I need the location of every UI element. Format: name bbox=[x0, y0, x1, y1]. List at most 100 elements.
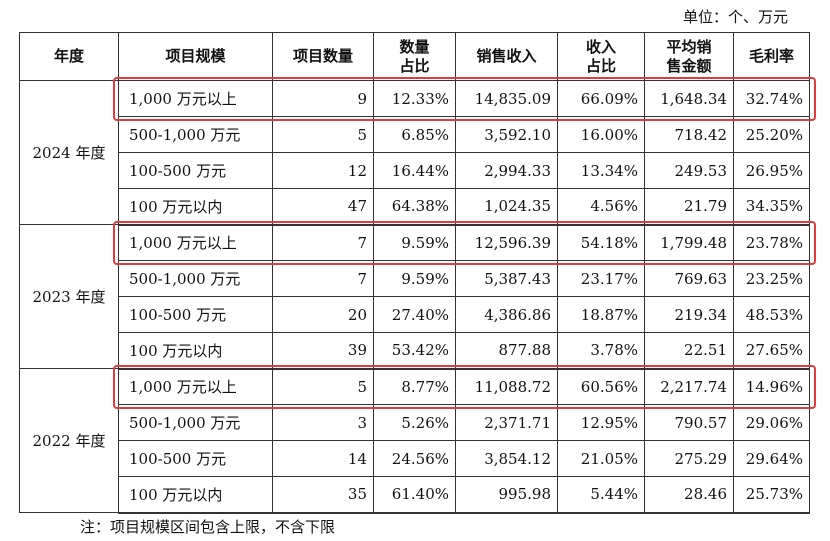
revenue-share-cell: 4.56% bbox=[557, 188, 645, 226]
scale-cell: 1,000 万元以上 bbox=[118, 224, 273, 261]
scale-cell: 500-1,000 万元 bbox=[118, 116, 273, 153]
table-header-row: 年度 项目规模 项目数量 数量 占比 销售收入 收入 占比 平均销 售金额 毛利… bbox=[19, 32, 810, 81]
table-row: 100 万元以内 39 53.42% 877.88 3.78% 22.51 27.65% bbox=[20, 332, 810, 370]
margin-cell: 29.06% bbox=[733, 404, 810, 441]
avg-cell: 275.29 bbox=[644, 440, 734, 477]
scale-cell: 100-500 万元 bbox=[118, 152, 273, 189]
count-share-cell: 16.44% bbox=[373, 152, 456, 189]
avg-cell: 790.57 bbox=[644, 404, 734, 441]
year-cell: 2023 年度 bbox=[19, 224, 119, 369]
header-revenue-share: 收入 占比 bbox=[557, 32, 645, 81]
project-scale-table: 年度 项目规模 项目数量 数量 占比 销售收入 收入 占比 平均销 售金额 毛利… bbox=[19, 32, 810, 514]
count-cell: 3 bbox=[272, 404, 374, 441]
revenue-share-cell: 16.00% bbox=[557, 116, 645, 153]
scale-cell: 100 万元以内 bbox=[118, 332, 273, 370]
count-share-cell: 53.42% bbox=[373, 332, 456, 370]
revenue-share-cell: 18.87% bbox=[557, 296, 645, 333]
count-share-cell: 8.77% bbox=[373, 368, 456, 405]
count-cell: 47 bbox=[272, 188, 374, 226]
revenue-cell: 12,596.39 bbox=[455, 224, 558, 261]
table-row: 500-1,000 万元 3 5.26% 2,371.71 12.95% 790.57 29… bbox=[20, 404, 810, 441]
scale-cell: 500-1,000 万元 bbox=[118, 260, 273, 297]
table-row: 2023 年度 1,000 万元以上 7 9.59% 12,596.39 54.18% 1,… bbox=[19, 224, 810, 369]
revenue-share-cell: 3.78% bbox=[557, 332, 645, 370]
scale-cell: 100 万元以内 bbox=[118, 188, 273, 226]
table-row: 2022 年度 1,000 万元以上 5 8.77% 11,088.72 60.56% 2,… bbox=[19, 368, 810, 513]
avg-cell: 718.42 bbox=[644, 116, 734, 153]
margin-cell: 23.78% bbox=[733, 224, 810, 261]
margin-cell: 14.96% bbox=[733, 368, 810, 405]
avg-cell: 21.79 bbox=[644, 188, 734, 226]
avg-cell: 769.63 bbox=[644, 260, 734, 297]
header-year: 年度 bbox=[19, 32, 119, 81]
avg-cell: 22.51 bbox=[644, 332, 734, 370]
scale-cell: 100-500 万元 bbox=[118, 296, 273, 333]
revenue-cell: 877.88 bbox=[455, 332, 558, 370]
table-row: 100-500 万元 20 27.40% 4,386.86 18.87% 219.34 48… bbox=[20, 296, 810, 333]
table-row: 100-500 万元 12 16.44% 2,994.33 13.34% 249.53 26… bbox=[20, 152, 810, 189]
count-cell: 39 bbox=[272, 332, 374, 370]
header-count-share: 数量 占比 bbox=[373, 32, 456, 81]
margin-cell: 32.74% bbox=[733, 80, 810, 117]
footnote: 注：项目规模区间包含上限，不含下限 bbox=[80, 518, 336, 536]
count-share-cell: 6.85% bbox=[373, 116, 456, 153]
scale-cell: 1,000 万元以上 bbox=[118, 368, 273, 405]
count-share-cell: 61.40% bbox=[373, 476, 456, 514]
table-row: 100-500 万元 14 24.56% 3,854.12 21.05% 275.29 29… bbox=[20, 440, 810, 477]
table-row: 500-1,000 万元 5 6.85% 3,592.10 16.00% 718.42 25… bbox=[20, 116, 810, 153]
scale-cell: 100-500 万元 bbox=[118, 440, 273, 477]
margin-cell: 23.25% bbox=[733, 260, 810, 297]
revenue-cell: 2,994.33 bbox=[455, 152, 558, 189]
revenue-cell: 11,088.72 bbox=[455, 368, 558, 405]
avg-cell: 2,217.74 bbox=[644, 368, 734, 405]
count-cell: 20 bbox=[272, 296, 374, 333]
revenue-share-cell: 60.56% bbox=[557, 368, 645, 405]
margin-cell: 25.73% bbox=[733, 476, 810, 514]
avg-cell: 219.34 bbox=[644, 296, 734, 333]
revenue-share-cell: 54.18% bbox=[557, 224, 645, 261]
revenue-cell: 1,024.35 bbox=[455, 188, 558, 226]
revenue-share-cell: 5.44% bbox=[557, 476, 645, 514]
margin-cell: 29.64% bbox=[733, 440, 810, 477]
revenue-share-cell: 13.34% bbox=[557, 152, 645, 189]
count-cell: 35 bbox=[272, 476, 374, 514]
table-row: 100 万元以内 47 64.38% 1,024.35 4.56% 21.79 34.35% bbox=[20, 188, 810, 226]
revenue-share-cell: 66.09% bbox=[557, 80, 645, 117]
header-count: 项目数量 bbox=[272, 32, 374, 81]
avg-cell: 1,648.34 bbox=[644, 80, 734, 117]
revenue-share-cell: 23.17% bbox=[557, 260, 645, 297]
margin-cell: 26.95% bbox=[733, 152, 810, 189]
count-share-cell: 64.38% bbox=[373, 188, 456, 226]
margin-cell: 27.65% bbox=[733, 332, 810, 370]
scale-cell: 500-1,000 万元 bbox=[118, 404, 273, 441]
avg-cell: 249.53 bbox=[644, 152, 734, 189]
count-cell: 9 bbox=[272, 80, 374, 117]
count-cell: 14 bbox=[272, 440, 374, 477]
count-share-cell: 5.26% bbox=[373, 404, 456, 441]
count-share-cell: 9.59% bbox=[373, 224, 456, 261]
count-share-cell: 24.56% bbox=[373, 440, 456, 477]
table-row: 2024 年度 1,000 万元以上 9 12.33% 14,835.09 66.09% 1… bbox=[19, 80, 810, 225]
count-cell: 7 bbox=[272, 260, 374, 297]
revenue-cell: 3,592.10 bbox=[455, 116, 558, 153]
revenue-cell: 995.98 bbox=[455, 476, 558, 514]
revenue-share-cell: 21.05% bbox=[557, 440, 645, 477]
count-share-cell: 27.40% bbox=[373, 296, 456, 333]
count-cell: 7 bbox=[272, 224, 374, 261]
revenue-cell: 14,835.09 bbox=[455, 80, 558, 117]
avg-cell: 1,799.48 bbox=[644, 224, 734, 261]
margin-cell: 25.20% bbox=[733, 116, 810, 153]
header-scale: 项目规模 bbox=[118, 32, 273, 81]
revenue-share-cell: 12.95% bbox=[557, 404, 645, 441]
revenue-cell: 2,371.71 bbox=[455, 404, 558, 441]
revenue-cell: 4,386.86 bbox=[455, 296, 558, 333]
year-cell: 2024 年度 bbox=[19, 80, 119, 225]
revenue-cell: 3,854.12 bbox=[455, 440, 558, 477]
table-row: 100 万元以内 35 61.40% 995.98 5.44% 28.46 25.73% bbox=[20, 476, 810, 514]
header-gross-margin: 毛利率 bbox=[733, 32, 810, 81]
scale-cell: 1,000 万元以上 bbox=[118, 80, 273, 117]
avg-cell: 28.46 bbox=[644, 476, 734, 514]
year-cell: 2022 年度 bbox=[19, 368, 119, 513]
table-row: 500-1,000 万元 7 9.59% 5,387.43 23.17% 769.63 23… bbox=[20, 260, 810, 297]
header-avg-sales: 平均销 售金额 bbox=[644, 32, 734, 81]
